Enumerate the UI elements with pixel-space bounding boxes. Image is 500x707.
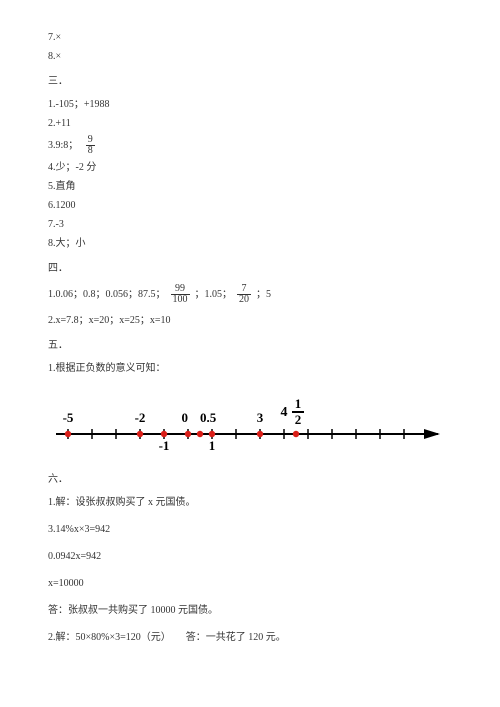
- section-3-title: 三．: [48, 74, 452, 89]
- s4-l1-b: ；1.05；: [195, 289, 233, 300]
- section-5-title: 五．: [48, 338, 452, 353]
- svg-text:4: 4: [281, 405, 288, 420]
- s3-l5: 5.直角: [48, 179, 452, 194]
- s4-l2: 2.x=7.8；x=20；x=25；x=10: [48, 313, 452, 328]
- ans-8: 8.×: [48, 49, 452, 64]
- svg-text:1: 1: [209, 438, 216, 453]
- s6-l5: 答：张叔叔一共购买了 10000 元国债。: [48, 603, 452, 618]
- s6-l6: 2.解：50×80%×3=120（元） 答：一共花了 120 元。: [48, 630, 452, 645]
- s6-l3: 0.0942x=942: [48, 549, 452, 564]
- s3-l6: 6.1200: [48, 198, 452, 213]
- s3-l3: 3.9:8； 9 8: [48, 135, 452, 156]
- s6-l1: 1.解：设张叔叔购买了 x 元国债。: [48, 495, 452, 510]
- svg-text:0: 0: [182, 410, 189, 425]
- s3-l1: 1.-105；+1988: [48, 97, 452, 112]
- s3-l2: 2.+11: [48, 116, 452, 131]
- s4-l1: 1.0.06；0.8；0.056；87.5； 99 100 ；1.05； 7 2…: [48, 284, 452, 305]
- frac-den: 8: [86, 146, 95, 156]
- s4-l1-a: 1.0.06；0.8；0.056；87.5；: [48, 289, 166, 300]
- s3-l3-text: 3.9:8；: [48, 140, 78, 151]
- ans-7: 7.×: [48, 30, 452, 45]
- frac-den: 100: [171, 295, 190, 305]
- s6-l4: x=10000: [48, 576, 452, 591]
- svg-text:3: 3: [257, 410, 264, 425]
- section-6-title: 六．: [48, 472, 452, 487]
- frac-den: 20: [237, 295, 251, 305]
- s4-l1-c: ；5: [256, 289, 271, 300]
- s6-l2: 3.14%x×3=942: [48, 522, 452, 537]
- number-line-svg: -5-2-100.513412: [48, 392, 452, 462]
- svg-text:2: 2: [295, 412, 302, 427]
- s3-l3-fraction: 9 8: [86, 135, 95, 156]
- s3-l7: 7.-3: [48, 217, 452, 232]
- s3-l4: 4.少；-2 分: [48, 160, 452, 175]
- s3-l8: 8.大；小: [48, 236, 452, 251]
- number-line-figure: -5-2-100.513412: [48, 392, 452, 462]
- section-4-title: 四．: [48, 261, 452, 276]
- svg-text:1: 1: [295, 396, 302, 411]
- svg-text:-1: -1: [159, 438, 170, 453]
- svg-text:-2: -2: [135, 410, 146, 425]
- svg-text:-5: -5: [63, 410, 74, 425]
- svg-text:0.5: 0.5: [200, 410, 217, 425]
- s5-l1: 1.根据正负数的意义可知：: [48, 361, 452, 376]
- s4-frac2: 7 20: [237, 284, 251, 305]
- s4-frac1: 99 100: [171, 284, 190, 305]
